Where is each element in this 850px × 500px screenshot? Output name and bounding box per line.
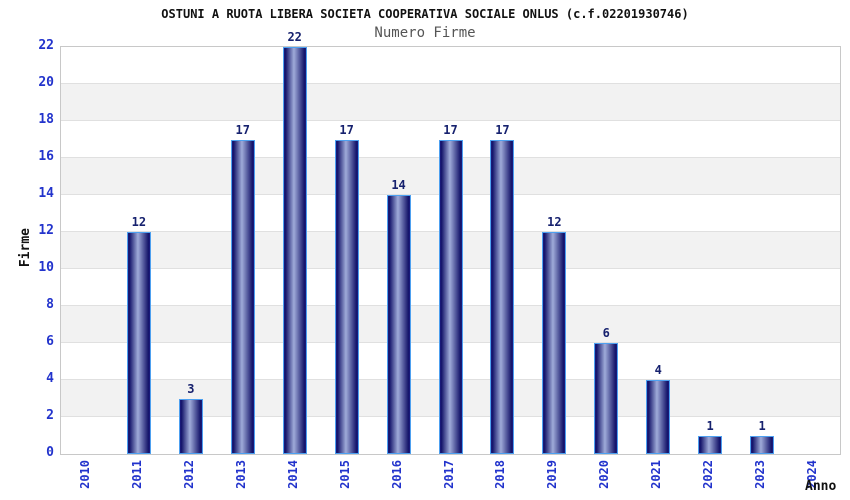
x-tick-label-2015: 2015 <box>337 460 352 489</box>
bar-2012 <box>178 398 203 454</box>
x-tick-label-2017: 2017 <box>441 460 456 489</box>
y-tick-label-14: 14 <box>38 186 54 201</box>
bar-value-label: 14 <box>391 178 406 192</box>
bar-2022 <box>698 435 723 454</box>
bar-2011 <box>126 232 151 454</box>
y-tick-label-0: 0 <box>46 445 54 460</box>
bar-2016 <box>386 195 411 454</box>
y-tick-label-4: 4 <box>46 371 54 386</box>
x-tick-label-2016: 2016 <box>389 460 404 489</box>
chart-title: OSTUNI A RUOTA LIBERA SOCIETA COOPERATIV… <box>161 7 689 21</box>
bar-value-label: 22 <box>287 30 302 44</box>
bar-value-label: 3 <box>187 381 195 396</box>
x-axis-title: Anno <box>805 479 837 494</box>
y-tick-label-22: 22 <box>38 38 54 53</box>
bar-value-label: 12 <box>131 215 147 229</box>
bar-2023 <box>750 435 775 454</box>
x-tick-label-2019: 2019 <box>545 460 560 489</box>
x-tick-label-2014: 2014 <box>285 460 300 489</box>
y-tick-label-2: 2 <box>46 408 54 423</box>
x-tick-label-2018: 2018 <box>493 460 508 489</box>
bar-value-label: 17 <box>495 122 510 137</box>
bar-2020 <box>594 343 619 454</box>
x-tick-label-2011: 2011 <box>129 460 144 489</box>
bar-value-label: 6 <box>602 326 610 340</box>
x-tick-label-2013: 2013 <box>233 460 248 489</box>
bar-2014 <box>282 47 307 454</box>
y-tick-label-8: 8 <box>46 297 54 312</box>
bar-value-label: 12 <box>547 215 562 229</box>
plot-area: 12 3 17 22 17 14 17 17 12 6 4 1 1 <box>60 30 841 455</box>
bar-value-label: 4 <box>654 363 662 377</box>
y-tick-label-20: 20 <box>38 75 54 90</box>
y-tick-label-16: 16 <box>38 149 54 164</box>
y-tick-label-6: 6 <box>46 334 54 349</box>
bar-2021 <box>646 380 671 454</box>
bar-2015 <box>334 139 359 454</box>
x-tick-label-2022: 2022 <box>701 460 716 489</box>
bar-2019 <box>542 232 567 454</box>
bar-value-label: 1 <box>706 418 714 433</box>
gridline <box>61 120 840 121</box>
x-tick-label-2020: 2020 <box>597 460 612 489</box>
bar-2013 <box>230 139 255 454</box>
y-tick-label-18: 18 <box>38 112 54 127</box>
x-tick-label-2012: 2012 <box>181 460 196 489</box>
bar-2018 <box>490 139 515 454</box>
x-tick-label-2010: 2010 <box>77 460 92 489</box>
chart-subtitle: Numero Firme <box>374 25 476 41</box>
y-tick-label-12: 12 <box>38 223 54 238</box>
x-tick-label-2023: 2023 <box>753 460 768 489</box>
plot-stripe <box>61 84 840 121</box>
bar-value-label: 17 <box>339 122 354 137</box>
bar-value-label: 1 <box>758 418 766 433</box>
y-tick-label-10: 10 <box>38 260 54 275</box>
x-tick-label-2021: 2021 <box>649 460 664 489</box>
gridline <box>61 83 840 84</box>
bar-2017 <box>438 139 463 454</box>
bar-value-label: 17 <box>235 122 250 137</box>
bar-value-label: 17 <box>443 122 458 137</box>
